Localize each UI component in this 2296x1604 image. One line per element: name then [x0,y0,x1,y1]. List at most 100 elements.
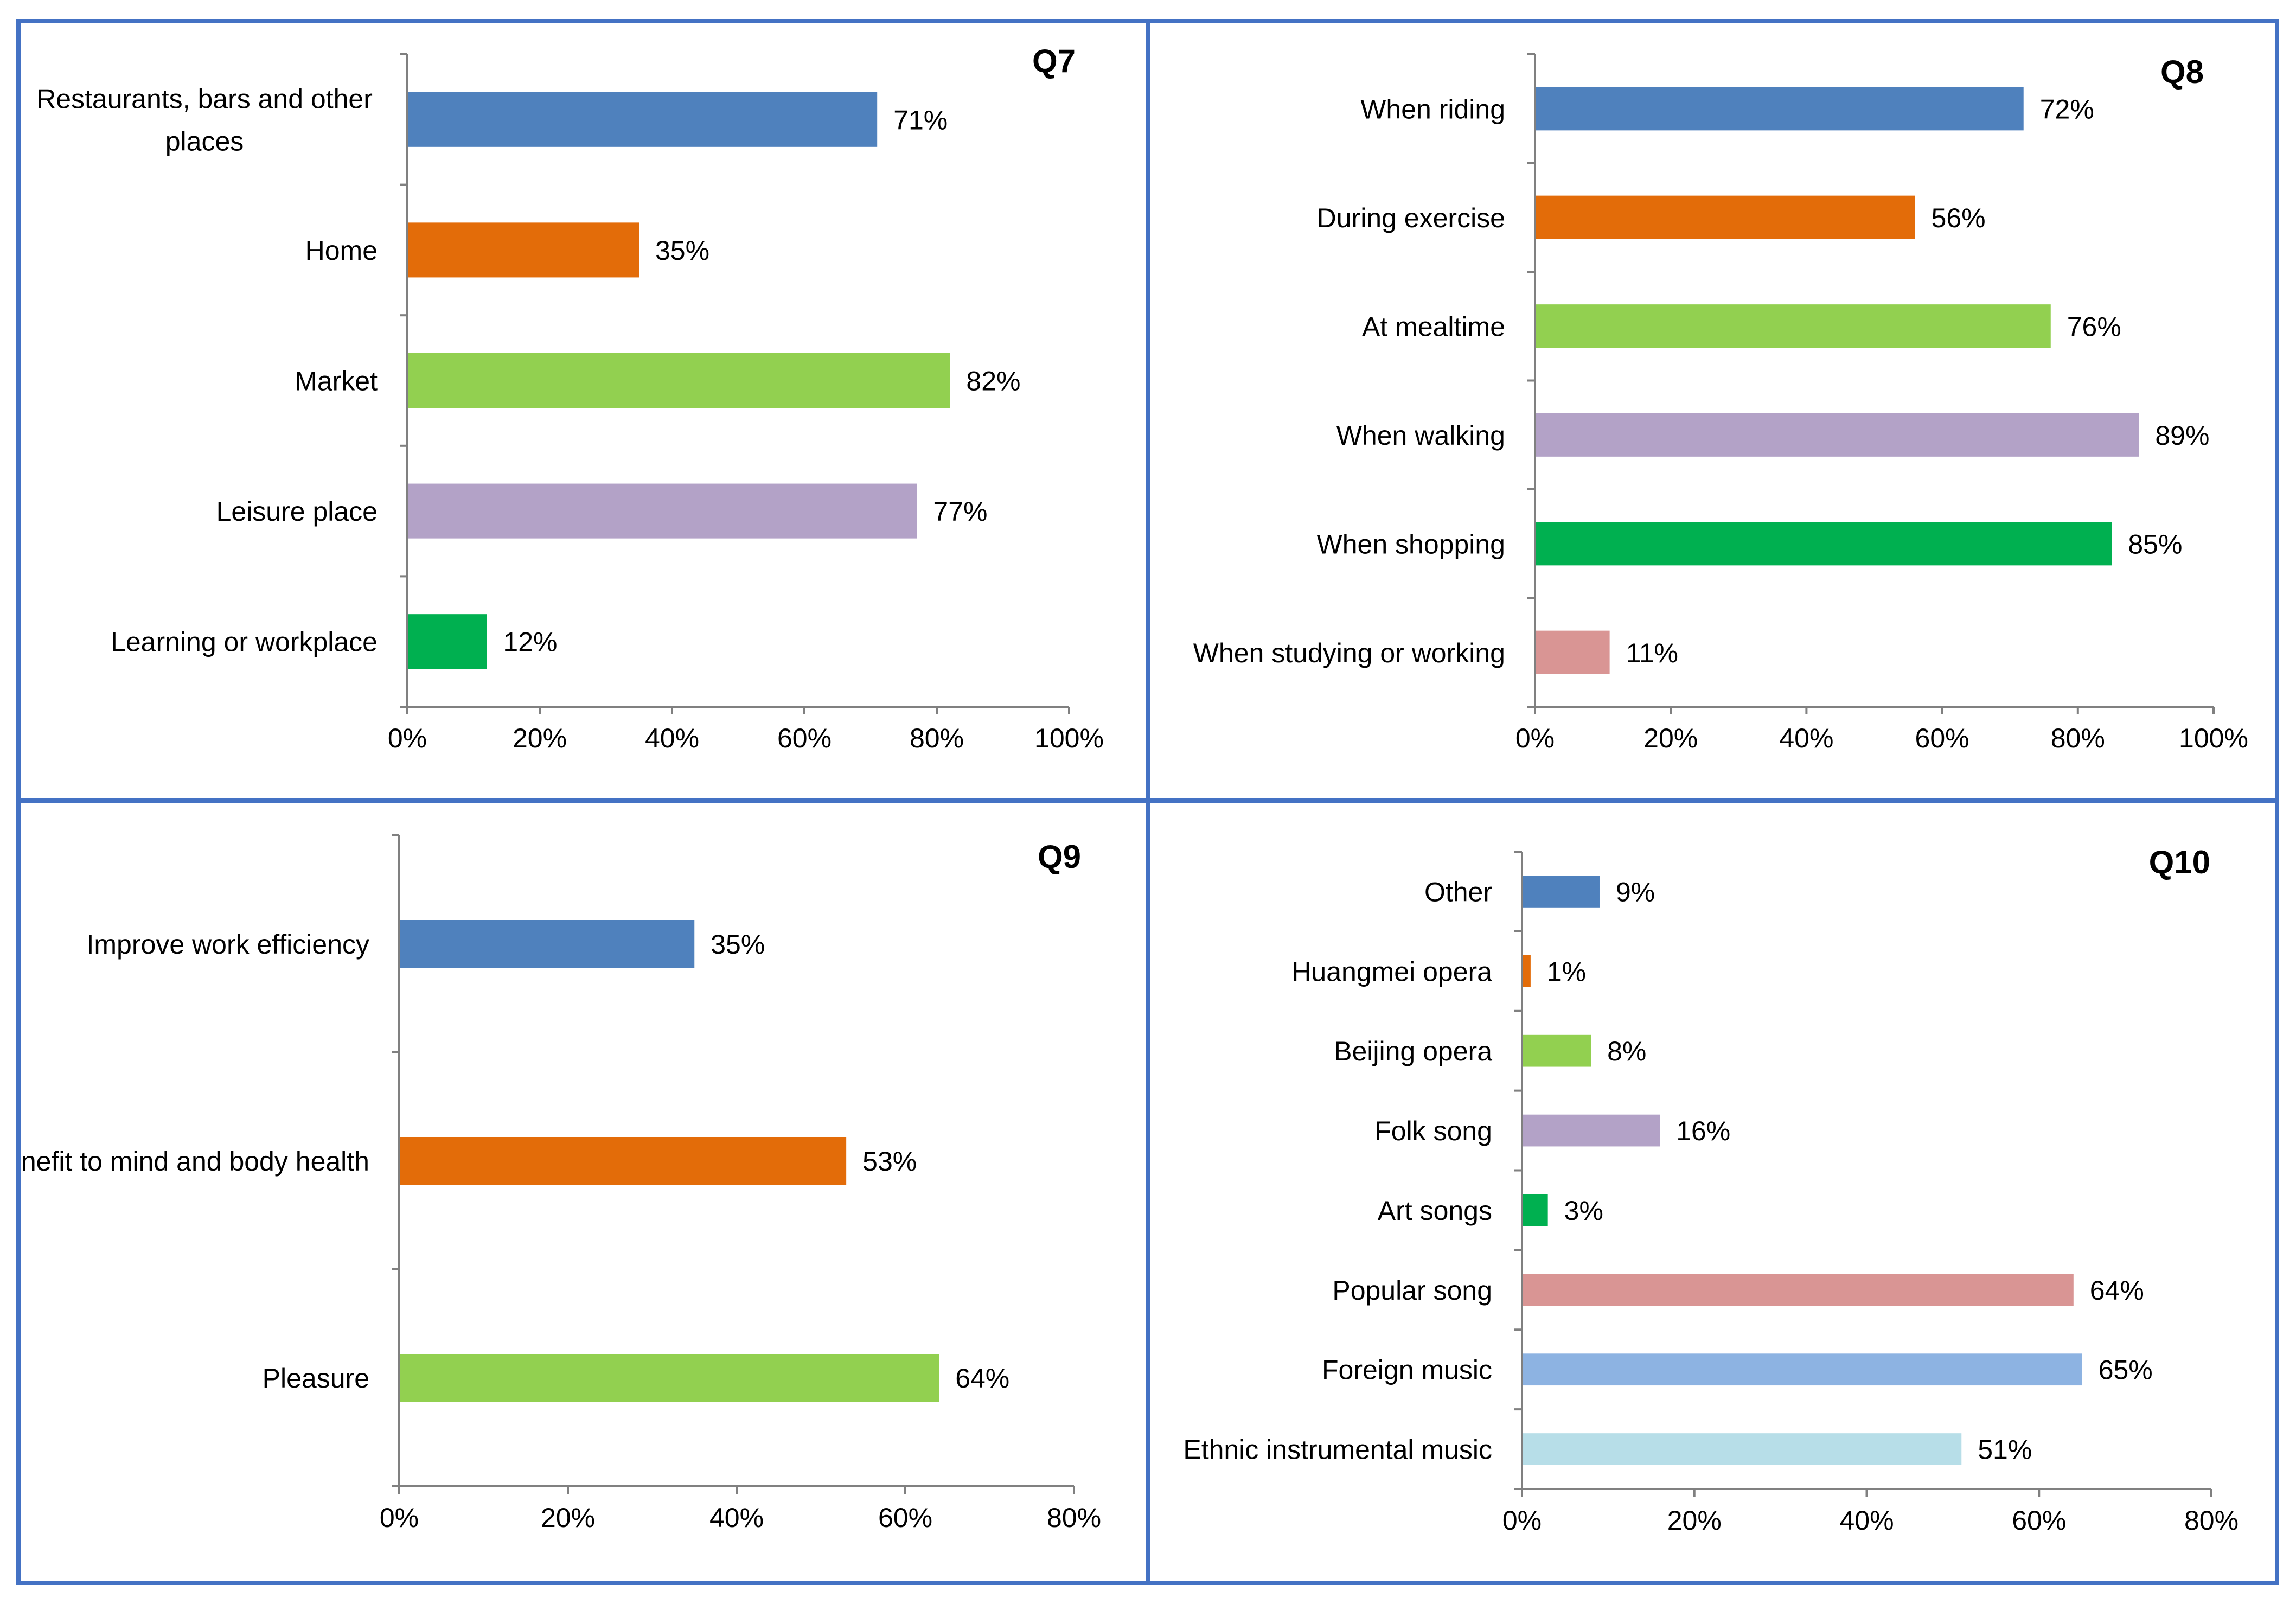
data-label: 1% [1547,956,1586,987]
bar [1523,1194,1548,1226]
x-tick-label: 40% [709,1503,764,1533]
data-label: 35% [655,235,709,266]
x-tick-label: 80% [2184,1505,2239,1536]
category-label: Art songs [1378,1196,1492,1226]
bar [1536,87,2024,131]
bar [1536,630,1610,674]
chart-svg: Q8 0% 20% 40% 60% 80% 100% 72% When riding 56% Dur… [1193,53,2248,753]
data-label: 72% [2040,94,2094,124]
data-label: 3% [1564,1196,1603,1226]
category-label: Improve work efficiency [87,929,369,960]
x-tick-label: 40% [645,723,699,753]
x-tick-label: 20% [1643,723,1698,753]
bar [408,614,487,669]
chart-panel-q8: Q8 0% 20% 40% 60% 80% 100% 72% When riding 56% Dur… [1146,19,2279,803]
chart-panel-q7: Q7 0% 20% 40% 60% 80% 100% 71% Restaurants, bars… [16,19,1150,803]
bar [400,1137,847,1185]
data-label: 11% [1626,638,1678,668]
category-label: Market [295,366,378,397]
category-label: Huangmei opera [1291,956,1492,987]
bar [1523,1274,2074,1306]
bar [1523,1433,1962,1465]
x-tick-label: 0% [380,1503,419,1533]
bar [1523,876,1600,908]
x-tick-label: 40% [1839,1505,1894,1536]
x-tick-label: 20% [541,1503,595,1533]
data-label: 51% [1978,1435,2032,1465]
data-label: 64% [2090,1275,2144,1306]
bar [1536,413,2139,457]
x-tick-label: 100% [1034,723,1104,753]
category-label: When riding [1360,94,1505,124]
x-tick-label: 60% [1915,723,1969,753]
chart-panel-q10: Q10 0% 20% 40% 60% 80% 9% Other 1% Huangmei opera… [1146,798,2279,1585]
x-tick-label: 0% [1502,1505,1542,1536]
bar [400,920,695,968]
category-label: During exercise [1317,203,1505,233]
data-label: 89% [2155,420,2209,451]
data-label: 16% [1676,1116,1730,1146]
data-label: 12% [503,627,557,657]
x-tick-label: 100% [2179,723,2248,753]
chart-title: Q10 [2149,844,2210,880]
category-label: Folk song [1374,1116,1492,1146]
data-label: 65% [2099,1355,2153,1385]
data-label: 77% [933,496,987,527]
bar [1523,1353,2082,1386]
x-tick-label: 20% [513,723,567,753]
x-tick-label: 80% [1047,1503,1101,1533]
bar [1523,1114,1660,1147]
x-tick-label: 80% [2051,723,2105,753]
bar [1536,522,2112,566]
data-label: 76% [2067,311,2121,342]
chart-panel-q9: Q9 0% 20% 40% 60% 80% 35% Improve work efficien… [16,798,1150,1585]
data-label: 53% [862,1146,917,1177]
category-label: When shopping [1317,529,1505,559]
chart-title: Q8 [2160,54,2204,90]
bar [408,353,950,408]
bar [400,1354,939,1402]
bar [1523,955,1531,987]
bar [1523,1034,1591,1067]
x-tick-label: 40% [1779,723,1833,753]
x-tick-label: 0% [1515,723,1555,753]
chart-title: Q7 [1032,43,1076,79]
data-label: 64% [955,1363,1009,1394]
category-label: Leisure place [216,496,378,527]
bar [408,92,878,147]
bar [408,483,917,539]
bar [408,222,639,278]
data-label: 8% [1607,1036,1646,1066]
data-label: 85% [2128,529,2182,559]
category-label: Home [305,235,378,266]
category-label: Learning or workplace [111,627,378,657]
category-label: Ethnic instrumental music [1183,1435,1492,1465]
category-label: At mealtime [1362,311,1505,342]
chart-svg: Q10 0% 20% 40% 60% 80% 9% Other 1% Huangmei opera… [1183,844,2239,1536]
category-label: Benefit to mind and body health [21,1146,369,1177]
data-label: 35% [711,929,765,960]
chart-svg: Q7 0% 20% 40% 60% 80% 100% 71% Restaurants, bars… [36,43,1104,753]
x-tick-label: 0% [388,723,427,753]
data-label: 9% [1616,877,1655,907]
category-label: When studying or working [1193,638,1505,668]
category-label: Restaurants, bars and other places [36,84,373,156]
data-label: 82% [966,366,1020,397]
category-label: Other [1424,877,1492,907]
category-label: Pleasure [263,1363,369,1394]
chart-svg: Q9 0% 20% 40% 60% 80% 35% Improve work efficien… [21,834,1101,1533]
chart-title: Q9 [1038,839,1081,875]
x-tick-label: 60% [878,1503,932,1533]
data-label: 56% [1932,203,1986,233]
category-label: Beijing opera [1334,1036,1492,1066]
category-label: Foreign music [1322,1355,1492,1385]
category-label: Popular song [1332,1275,1492,1306]
x-tick-label: 60% [777,723,832,753]
x-tick-label: 80% [910,723,964,753]
bar [1536,304,2051,348]
data-label: 71% [893,105,948,135]
bar [1536,195,1915,239]
category-label: When walking [1336,420,1505,451]
x-tick-label: 20% [1667,1505,1722,1536]
x-tick-label: 60% [2012,1505,2066,1536]
